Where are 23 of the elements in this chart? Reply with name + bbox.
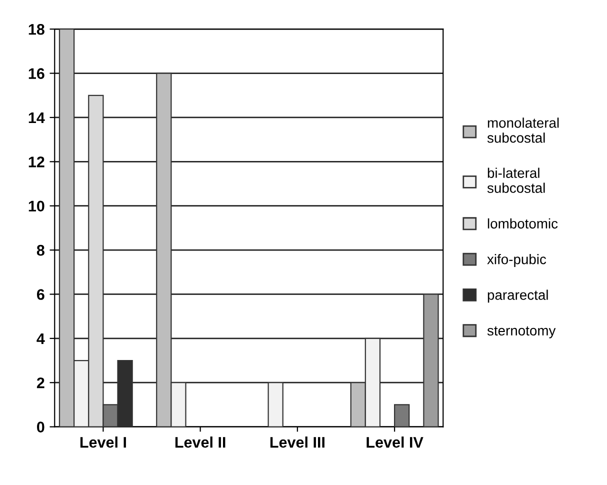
- legend-label: lombotomic: [488, 218, 558, 229]
- y-tick-label: 4: [36, 333, 45, 344]
- bar: [268, 382, 284, 427]
- x-tick-label: Level IV: [366, 436, 424, 448]
- x-tick-label: Level III: [270, 436, 324, 448]
- y-tick-label: 8: [36, 244, 44, 256]
- y-tick-label: 2: [36, 377, 44, 388]
- y-tick-label: 10: [28, 200, 44, 212]
- legend-label: pararectal: [488, 290, 548, 303]
- y-tick-label: 16: [28, 68, 44, 79]
- legend-label: sternotomy: [487, 326, 556, 338]
- bar: [423, 294, 439, 427]
- y-tick-label: 6: [36, 289, 44, 300]
- x-tick-label: Level I: [80, 436, 126, 448]
- x-tick-label: Level II: [175, 436, 226, 448]
- y-tick-label: 14: [28, 112, 45, 124]
- legend-label: monolateral subcostal: [487, 118, 559, 143]
- legend-label: bi-lateral subcostal: [487, 168, 545, 193]
- legend-label: xifo-pubic: [487, 254, 546, 267]
- y-tick-label: 0: [37, 422, 44, 432]
- y-tick-label: 12: [28, 156, 44, 168]
- bar: [394, 404, 410, 427]
- y-tick-label: 18: [28, 24, 44, 35]
